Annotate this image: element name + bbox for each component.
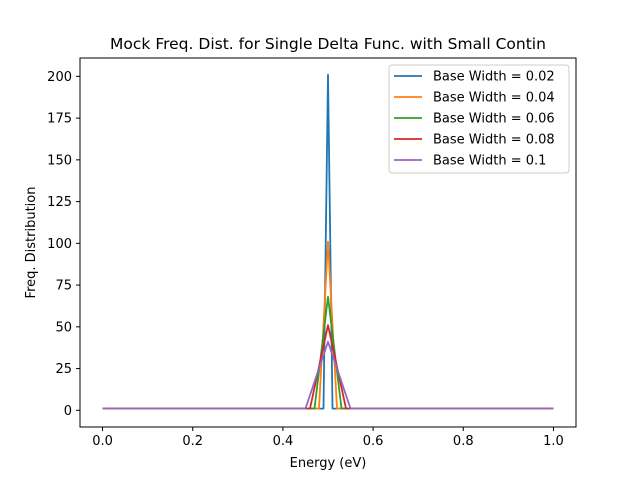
x-tick-label: 1.0	[543, 434, 564, 449]
series-line-3	[102, 295, 554, 410]
y-tick-label: 75	[55, 279, 72, 294]
y-tick-label: 50	[55, 320, 72, 335]
y-tick-label: 100	[47, 237, 72, 252]
x-tick-label: 0.2	[182, 434, 203, 449]
x-axis-label: Energy (eV)	[290, 456, 367, 471]
legend-label-5: Base Width = 0.1	[433, 154, 546, 169]
legend: Base Width = 0.02 Base Width = 0.04 Base W…	[388, 64, 570, 174]
x-tick-label: 0.6	[363, 434, 384, 449]
legend-label-4: Base Width = 0.08	[433, 133, 555, 148]
x-tick-label: 0.4	[273, 434, 294, 449]
series-line-5	[102, 340, 554, 410]
y-tick-label: 0	[64, 404, 72, 419]
y-tick-label: 25	[55, 362, 72, 377]
x-tick-label: 0.8	[453, 434, 474, 449]
legend-label-2: Base Width = 0.04	[433, 91, 555, 106]
ticks-layer: 0.0 0.2 0.4 0.6 0.8 1.0 0 25 50 75 100 125 150 175 200	[47, 70, 564, 449]
legend-box	[388, 64, 570, 174]
plot-frame	[79, 57, 577, 428]
y-axis-label: Freq. Distribution	[24, 187, 39, 299]
y-tick-label: 175	[47, 112, 72, 127]
legend-label-1: Base Width = 0.02	[433, 70, 555, 85]
legend-label-3: Base Width = 0.06	[433, 112, 555, 127]
y-tick-label: 150	[47, 153, 72, 168]
y-tick-label: 125	[47, 195, 72, 210]
series-line-4	[102, 324, 554, 410]
y-tick-label: 200	[47, 70, 72, 85]
chart-title: Mock Freq. Dist. for Single Delta Func. …	[110, 35, 546, 53]
series-layer	[102, 73, 554, 410]
x-tick-label: 0.0	[92, 434, 113, 449]
